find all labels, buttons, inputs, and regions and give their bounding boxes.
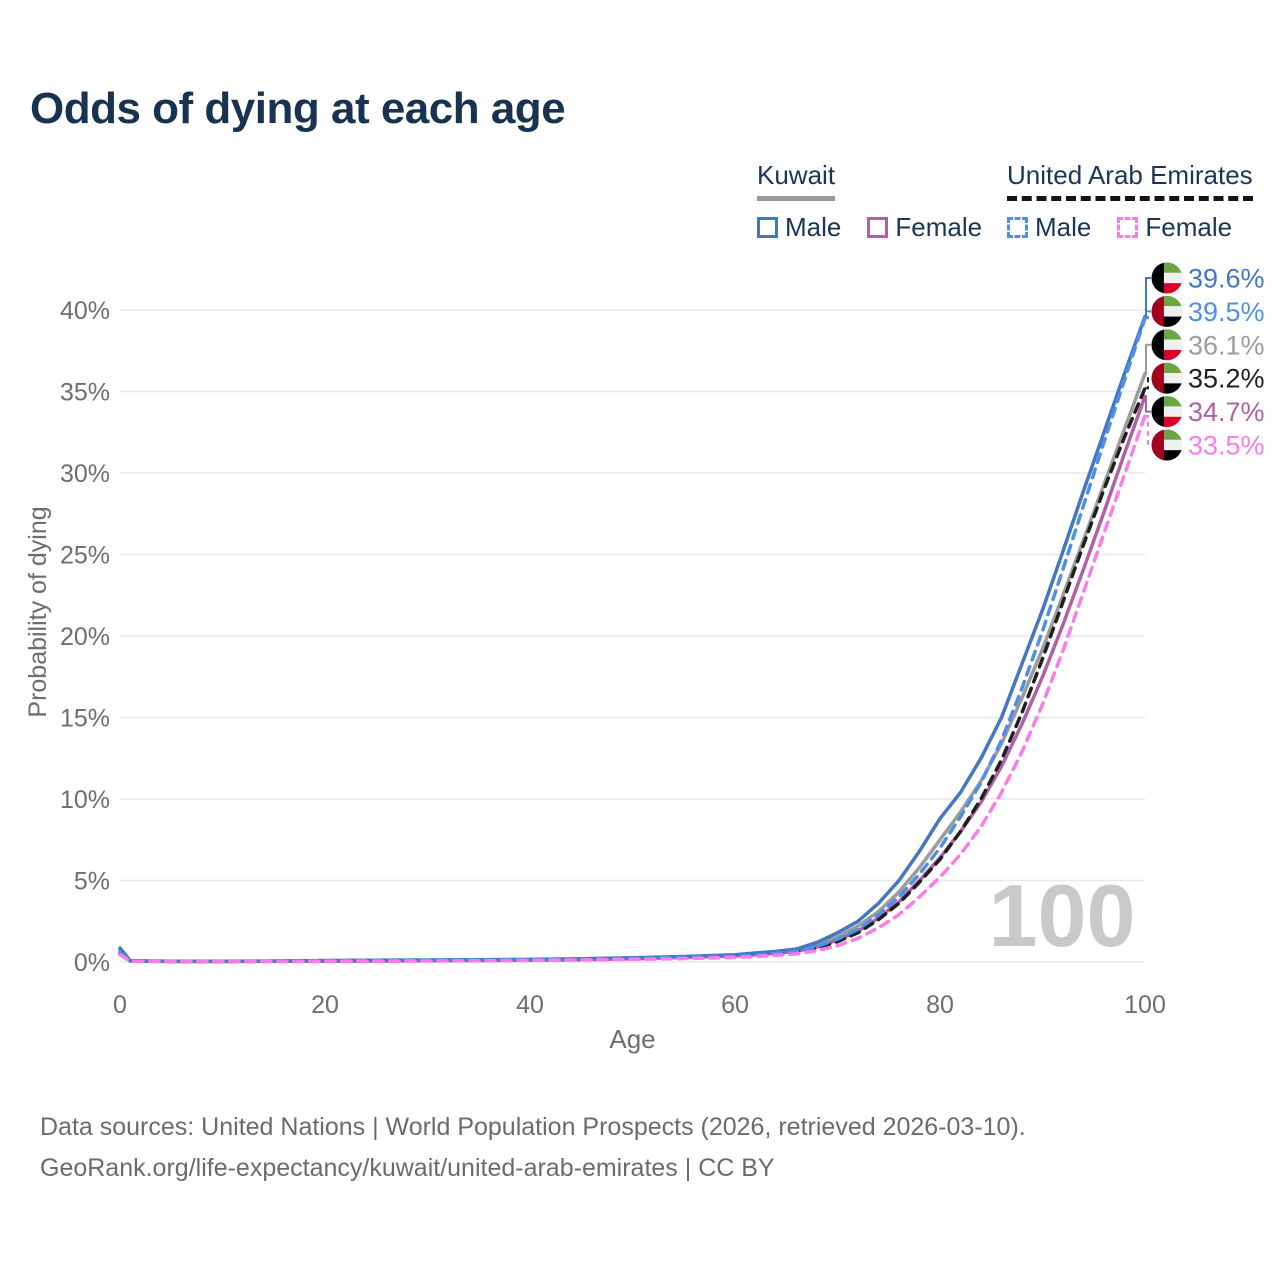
flag-uae-icon [1151, 429, 1183, 461]
attribution-line: GeoRank.org/life-expectancy/kuwait/unite… [40, 1154, 775, 1182]
legend-item-label: Male [1035, 212, 1092, 242]
flag-kuwait-icon [1151, 396, 1183, 428]
y-tick-label: 25% [60, 542, 110, 570]
data-source-line: Data sources: United Nations | World Pop… [40, 1113, 1026, 1141]
legend-header-kuwait[interactable]: Kuwait [757, 160, 836, 201]
legend-item-uae-female[interactable]: Female [1117, 212, 1232, 243]
legend-items-uae: Male Female [1007, 212, 1253, 243]
end-label-connector [1145, 277, 1151, 318]
legend-item-kuwait-female[interactable]: Female [867, 212, 982, 243]
legend-header-uae[interactable]: United Arab Emirates [1007, 160, 1253, 201]
legend-items-kuwait: Male Female [757, 212, 982, 243]
end-label-uae_female: 33.5% [1188, 431, 1265, 461]
end-label-connector [1145, 310, 1151, 320]
y-tick-label: 0% [74, 949, 110, 977]
y-tick-label: 10% [60, 786, 110, 814]
end-label-uae_both: 35.2% [1188, 364, 1265, 394]
kuwait-female-swatch-icon [867, 217, 889, 238]
y-tick-label: 15% [60, 705, 110, 733]
y-tick-label: 40% [60, 297, 110, 325]
legend-group-kuwait: Kuwait Male Female [757, 160, 982, 243]
x-tick-label: 0 [113, 991, 127, 1019]
x-tick-label: 100 [1124, 991, 1166, 1019]
uae-male-swatch-icon [1007, 217, 1028, 238]
flag-uae-icon [1151, 295, 1183, 327]
legend-item-kuwait-male[interactable]: Male [757, 212, 841, 243]
flag-uae-icon [1151, 362, 1183, 394]
y-tick-label: 20% [60, 623, 110, 651]
uae-female-swatch-icon [1117, 217, 1139, 238]
legend-item-label: Male [785, 212, 842, 242]
legend-item-label: Female [1145, 212, 1233, 242]
end-label-kw_male: 39.6% [1188, 264, 1265, 294]
flag-kuwait-icon [1151, 329, 1183, 361]
x-tick-label: 20 [311, 991, 339, 1019]
y-tick-label: 30% [60, 460, 110, 488]
end-label-kw_both: 36.1% [1188, 330, 1265, 360]
end-label-kw_female: 34.7% [1188, 397, 1265, 427]
kuwait-male-swatch-icon [757, 217, 778, 238]
end-label-connector [1145, 343, 1151, 375]
end-label-connector [1145, 414, 1151, 446]
end-label-connector [1145, 377, 1151, 390]
x-axis-title: Age [609, 1024, 655, 1054]
end-label-connector [1145, 395, 1151, 413]
flag-kuwait-icon [1151, 262, 1183, 294]
y-tick-label: 35% [60, 379, 110, 407]
x-tick-label: 60 [721, 991, 749, 1019]
series-line-uae_female [118, 414, 1147, 964]
y-axis-title: Probability of dying [24, 506, 52, 717]
x-tick-label: 40 [516, 991, 544, 1019]
end-label-uae_male: 39.5% [1188, 297, 1265, 327]
series-line-uae_male [118, 316, 1147, 964]
footer: Data sources: United Nations | World Pop… [40, 1107, 1026, 1189]
age-watermark: 100 [989, 866, 1136, 965]
legend-group-uae: United Arab Emirates Male Female [1007, 160, 1253, 243]
y-tick-label: 5% [74, 868, 110, 896]
legend-item-uae-male[interactable]: Male [1007, 212, 1091, 243]
series-line-kw_male [118, 314, 1147, 964]
page-title: Odds of dying at each age [30, 84, 566, 133]
legend-item-label: Female [895, 212, 983, 242]
x-tick-label: 80 [926, 991, 954, 1019]
